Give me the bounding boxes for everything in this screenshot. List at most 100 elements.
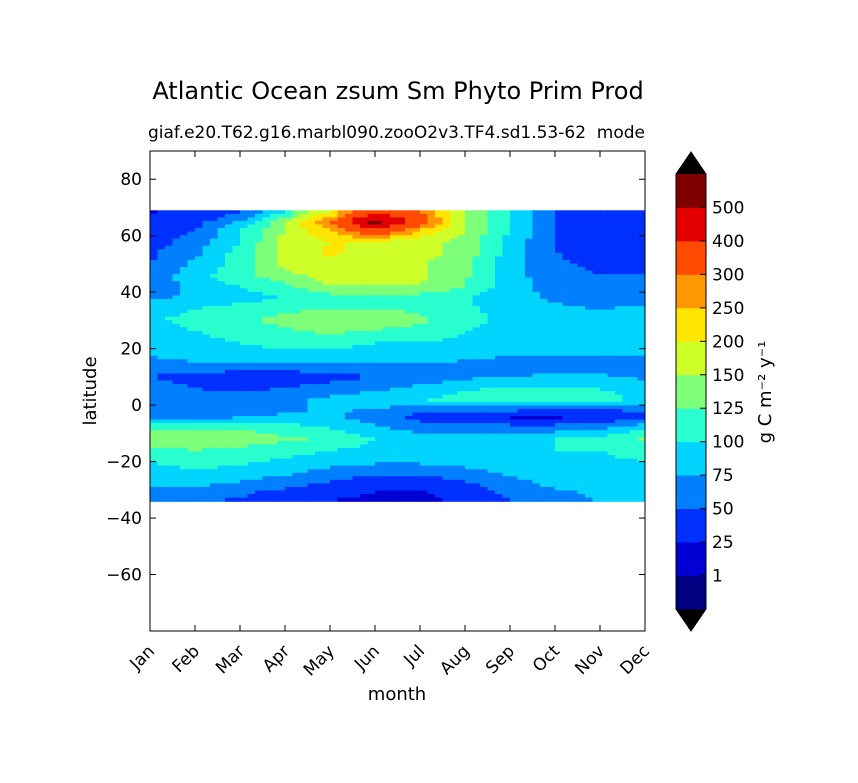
heatmap-cell [555,267,564,272]
heatmap-cell [517,408,526,414]
heatmap-cell [247,451,256,456]
heatmap-cell [412,476,421,481]
heatmap-cell [555,469,564,474]
heatmap-cell [292,281,301,286]
heatmap-cell [600,267,609,272]
heatmap-cell [255,267,264,272]
heatmap-cell [495,210,504,215]
heatmap-cell [157,259,166,265]
heatmap-cell [360,295,369,300]
heatmap-cell [232,238,241,243]
heatmap-cell [465,220,474,226]
heatmap-cell [375,213,384,219]
heatmap-cell [540,316,549,321]
heatmap-cell [450,348,459,353]
heatmap-cell [210,238,219,243]
heatmap-cell [172,423,181,428]
heatmap-cell [292,412,301,417]
heatmap-cell [562,408,571,414]
heatmap-cell [592,391,601,396]
heatmap-cell [502,309,511,314]
heatmap-cell [532,256,541,261]
heatmap-cell [375,465,384,470]
heatmap-cell [157,320,166,325]
heatmap-cell [495,430,504,435]
heatmap-cell [157,277,166,282]
heatmap-cell [555,376,564,382]
heatmap-cell [495,220,504,226]
heatmap-cell [382,451,391,456]
heatmap-cell [510,341,519,346]
heatmap-cell [292,320,301,325]
heatmap-cell [285,334,294,339]
heatmap-cell [562,352,571,357]
heatmap-cell [360,263,369,268]
heatmap-cell [435,235,444,240]
heatmap-cell [367,405,376,410]
heatmap-cell [457,249,466,254]
heatmap-cell [637,263,645,268]
heatmap-cell [420,323,429,329]
heatmap-cell [262,362,271,368]
heatmap-cell [352,476,361,481]
heatmap-cell [457,267,466,272]
heatmap-cell [637,465,645,470]
heatmap-cell [480,231,489,236]
heatmap-cell [165,387,174,392]
heatmap-cell [367,451,376,456]
heatmap-cell [532,213,541,219]
heatmap-cell [487,433,496,438]
heatmap-cell [187,394,196,399]
heatmap-cell [637,320,645,325]
heatmap-cell [315,320,324,325]
heatmap-cell [345,419,354,424]
heatmap-cell [165,288,174,293]
heatmap-cell [562,316,571,321]
heatmap-cell [525,220,534,226]
heatmap-cell [600,224,609,229]
heatmap-cell [382,447,391,453]
heatmap-cell [412,423,421,428]
heatmap-cell [555,348,564,353]
heatmap-cell [307,323,316,329]
heatmap-cell [352,245,361,251]
heatmap-cell [517,249,526,254]
heatmap-cell [375,316,384,321]
heatmap-cell [232,366,241,371]
heatmap-cell [502,458,511,463]
heatmap-cell [352,231,361,236]
heatmap-cell [517,451,526,456]
heatmap-cell [607,231,616,236]
heatmap-cell [172,284,181,290]
heatmap-cell [427,426,436,431]
heatmap-cell [442,394,451,399]
heatmap-cell [637,387,645,392]
heatmap-cell [165,284,174,290]
heatmap-cell [390,274,399,279]
heatmap-cell [517,330,526,336]
heatmap-cell [442,352,451,357]
heatmap-cell [255,256,264,261]
heatmap-cell [420,337,429,343]
heatmap-cell [360,267,369,272]
heatmap-cell [622,323,631,329]
heatmap-cell [270,458,279,463]
heatmap-cell [330,242,339,247]
heatmap-cell [487,235,496,240]
heatmap-cell [225,302,234,307]
heatmap-cell [622,458,631,463]
heatmap-cell [517,288,526,293]
heatmap-cell [172,440,181,446]
heatmap-cell [555,270,564,275]
heatmap-cell [240,472,249,477]
heatmap-cell [330,362,339,368]
heatmap-cell [382,210,391,215]
heatmap-cell [367,284,376,290]
heatmap-cell [315,455,324,460]
heatmap-cell [232,309,241,314]
heatmap-cell [412,348,421,353]
heatmap-cell [240,352,249,357]
heatmap-cell [277,398,286,403]
heatmap-cell [495,451,504,456]
heatmap-cell [547,320,556,325]
